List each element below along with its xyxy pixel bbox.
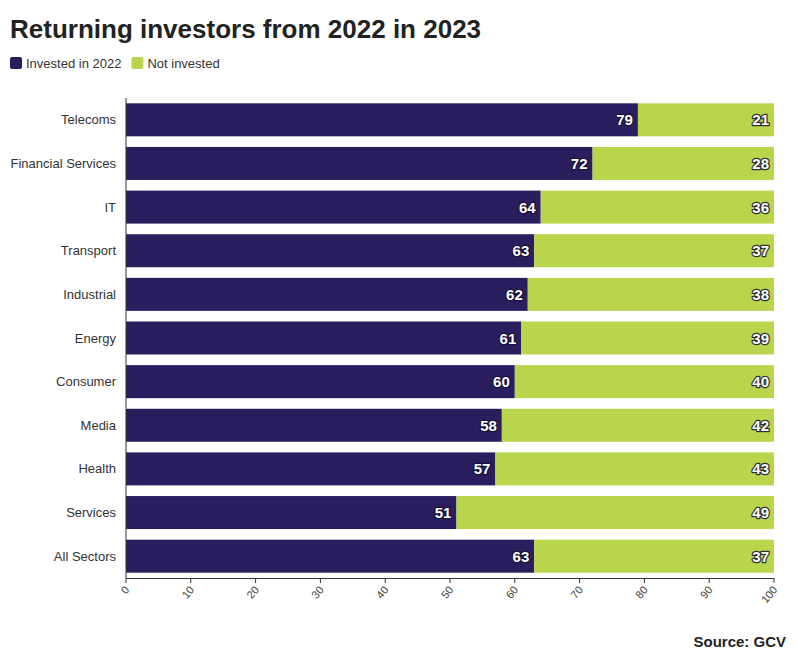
tick-mark (709, 578, 710, 583)
tick-label: 90 (698, 584, 715, 601)
tick-mark (514, 578, 515, 583)
bar (126, 147, 593, 180)
bar (638, 103, 774, 136)
y-axis-line (126, 98, 127, 578)
data-label: 51 (435, 504, 452, 521)
data-label: 37 (752, 242, 769, 259)
bar (502, 409, 774, 442)
category-labels: Telecoms Financial Services IT Transport Ind… (11, 112, 117, 563)
bar (126, 452, 495, 485)
data-label: 42 (752, 417, 769, 434)
bar (456, 496, 774, 529)
data-label: 61 (500, 330, 517, 347)
data-label: 79 (616, 111, 633, 128)
data-label: 63 (513, 242, 530, 259)
tick-mark (126, 578, 127, 583)
tick-label: 10 (179, 584, 196, 601)
data-labels: 79 21 72 28 64 36 63 37 62 38 61 39 60 40 58 42 57 43 51 49… (435, 111, 769, 564)
bar (126, 496, 456, 529)
data-label: 37 (752, 548, 769, 565)
data-label: 40 (752, 373, 769, 390)
data-label: 60 (493, 373, 510, 390)
bar (126, 234, 534, 267)
category-label: Consumer (56, 374, 117, 389)
tick-label: 20 (244, 584, 261, 601)
tick-mark (255, 578, 256, 583)
legend-swatch (10, 57, 22, 69)
data-label: 64 (519, 199, 536, 216)
data-label: 62 (506, 286, 523, 303)
tick-label: 70 (568, 584, 585, 601)
bar (495, 452, 774, 485)
category-label: Services (66, 505, 116, 520)
bar (521, 322, 774, 355)
data-label: 43 (752, 460, 769, 477)
legend-label: Invested in 2022 (26, 56, 121, 71)
source: Source: GCV (693, 633, 786, 650)
data-label: 38 (752, 286, 769, 303)
tick-mark (644, 578, 645, 583)
data-label: 28 (752, 155, 769, 172)
bar (126, 103, 638, 136)
tick-mark (579, 578, 580, 583)
category-label: Media (81, 418, 117, 433)
tick-label: 0 (118, 584, 131, 596)
x-ticks: 0 10 20 30 40 50 60 70 80 90 100 (118, 578, 779, 605)
data-label: 49 (752, 504, 769, 521)
tick-label: 30 (309, 584, 326, 601)
chart-root: Returning investors from 2022 in 2023 Inv… (0, 0, 796, 662)
data-label: 39 (752, 330, 769, 347)
data-label: 63 (513, 548, 530, 565)
tick-mark (774, 578, 775, 583)
tick-label: 60 (503, 584, 520, 601)
data-label: 21 (752, 111, 769, 128)
tick-mark (190, 578, 191, 583)
bar (541, 191, 774, 224)
tick-mark (450, 578, 451, 583)
bar (126, 278, 528, 311)
category-label: Financial Services (11, 156, 117, 171)
tick-label: 100 (759, 584, 780, 606)
category-label: Energy (75, 331, 117, 346)
category-label: All Sectors (54, 549, 117, 564)
bars (126, 103, 774, 572)
legend-label: Not invested (147, 56, 219, 71)
bar (126, 409, 502, 442)
category-label: Telecoms (61, 112, 116, 127)
tick-label: 50 (438, 584, 455, 601)
bar (534, 234, 774, 267)
bar (534, 540, 774, 573)
bar (126, 540, 534, 573)
data-label: 36 (752, 199, 769, 216)
legend-swatch (131, 57, 143, 69)
tick-label: 80 (633, 584, 650, 601)
bar (515, 365, 774, 398)
bar (126, 322, 521, 355)
category-label: IT (104, 200, 116, 215)
chart-svg: Returning investors from 2022 in 2023 Inv… (0, 0, 796, 662)
bar (126, 365, 515, 398)
bar (126, 191, 541, 224)
tick-mark (385, 578, 386, 583)
data-label: 57 (474, 460, 491, 477)
tick-mark (320, 578, 321, 583)
category-label: Health (78, 461, 116, 476)
data-label: 58 (480, 417, 497, 434)
category-label: Industrial (63, 287, 116, 302)
bar (528, 278, 774, 311)
data-label: 72 (571, 155, 588, 172)
bar (593, 147, 774, 180)
tick-label: 40 (374, 584, 391, 601)
category-label: Transport (61, 243, 117, 258)
legend: Invested in 2022 Not invested (10, 56, 220, 71)
title: Returning investors from 2022 in 2023 (10, 14, 481, 44)
